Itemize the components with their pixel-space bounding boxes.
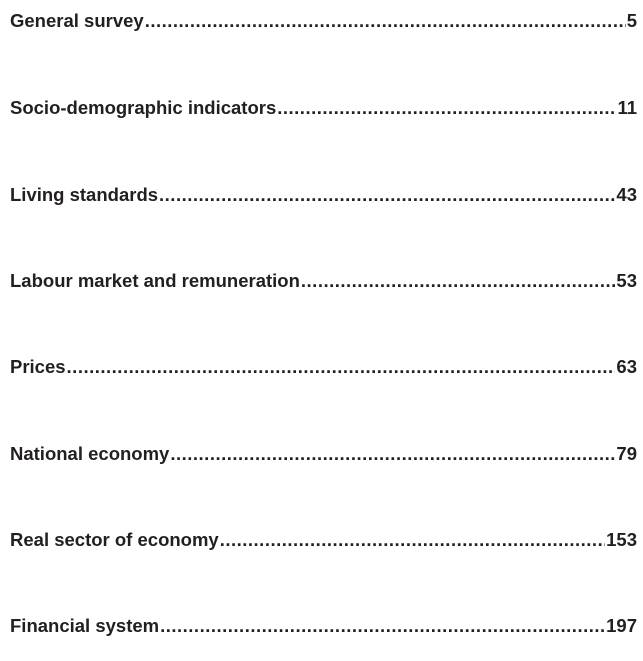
toc-entry-title: Real sector of economy [10,529,219,550]
toc-entry-living-standards[interactable]: Living standards 43 [10,182,637,208]
toc-dot-leader [301,268,616,294]
toc-entry-title: Prices [10,356,66,377]
toc-dot-leader [170,441,615,467]
toc-entry-socio-demographic-indicators[interactable]: Socio-demographic indicators 11 [10,95,637,121]
toc-entry-prices[interactable]: Prices 63 [10,354,637,380]
toc-entry-real-sector-of-economy[interactable]: Real sector of economy 153 [10,527,637,553]
toc-entry-title: General survey [10,10,144,31]
toc-entry-page-number: 79 [616,443,637,464]
toc-entry-page-number: 63 [616,356,637,377]
toc-dot-leader [160,613,605,639]
toc-dot-leader [220,527,605,553]
toc-entry-title: Financial system [10,615,160,636]
toc-entry-page-number: 43 [616,184,637,205]
toc-entry-title: Living standards [10,184,159,205]
toc-entry-title: National economy [10,443,170,464]
toc-entry-title: Socio-demographic indicators [10,97,277,118]
toc-entry-page-number: 11 [617,97,637,118]
toc-dot-leader [145,8,626,34]
toc-entry-general-survey[interactable]: General survey 5 [10,8,637,34]
toc-entry-page-number: 197 [606,615,637,636]
toc-entry-page-number: 153 [606,529,637,550]
toc-dot-leader [67,354,616,380]
toc-dot-leader [277,95,616,121]
toc-dot-leader [159,182,615,208]
toc-entry-page-number: 5 [626,10,637,31]
toc-entry-title: Labour market and remuneration [10,270,300,291]
toc-entry-financial-system[interactable]: Financial system 197 [10,613,637,639]
toc-entry-labour-market-and-remuneration[interactable]: Labour market and remuneration 53 [10,268,637,294]
toc-entry-national-economy[interactable]: National economy 79 [10,441,637,467]
toc-entry-page-number: 53 [616,270,637,291]
